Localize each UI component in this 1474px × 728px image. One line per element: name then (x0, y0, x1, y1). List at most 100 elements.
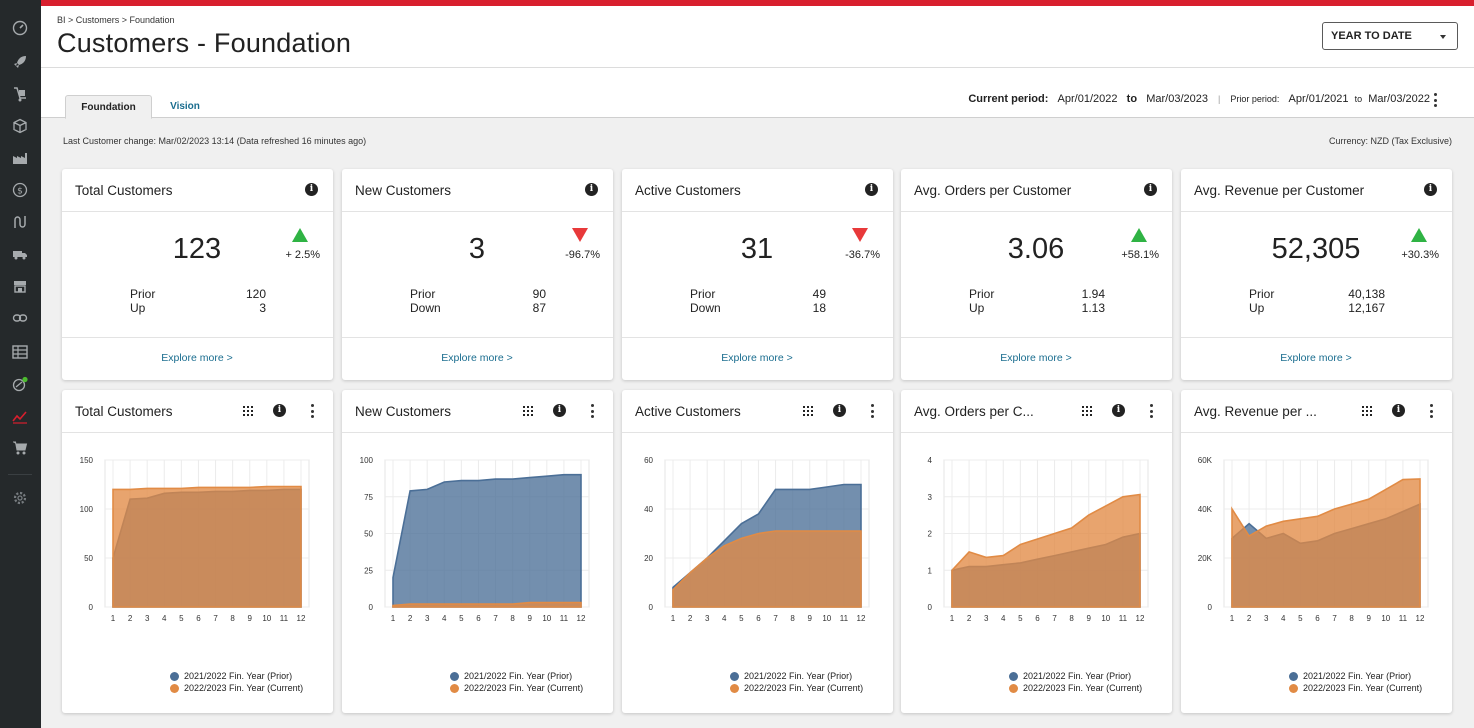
dashboard-icon[interactable] (9, 17, 31, 39)
explore-more-link[interactable]: Explore more > (721, 352, 793, 364)
info-icon[interactable]: i (865, 183, 878, 196)
kpi-title: Active Customers (635, 183, 741, 198)
more-options-icon[interactable] (1429, 404, 1433, 418)
info-icon[interactable]: i (833, 404, 846, 417)
x-tick-label: 4 (162, 614, 167, 623)
kpi-card-footer (901, 337, 1172, 338)
tab-foundation[interactable]: Foundation (65, 95, 152, 119)
x-tick-label: 2 (128, 614, 133, 623)
kpi-stat-value: 1.94 (1081, 287, 1105, 301)
period-dropdown[interactable]: YEAR TO DATE (1322, 22, 1458, 50)
rocket-icon[interactable] (9, 51, 31, 73)
y-tick-label: 60K (1198, 456, 1213, 465)
current-period-to: Mar/03/2023 (1146, 93, 1208, 105)
y-tick-label: 50 (364, 530, 373, 539)
legend-label: 2021/2022 Fin. Year (Prior) (184, 671, 293, 681)
x-tick-label: 2 (688, 614, 693, 623)
trend-icon[interactable] (9, 405, 31, 427)
x-tick-label: 2 (967, 614, 972, 623)
grid-view-icon[interactable] (243, 406, 253, 416)
legend-swatch (1009, 671, 1018, 681)
kpi-card-header: Total Customers i (62, 169, 333, 212)
chart-card: Avg. Revenue per ... i 2021/2022 Fin. Ye… (1181, 390, 1452, 713)
chart-title: Avg. Revenue per ... (1194, 404, 1317, 419)
kpi-stat-value: 40,138 (1348, 287, 1385, 301)
info-icon[interactable]: i (1112, 404, 1125, 417)
link-icon[interactable] (9, 307, 31, 329)
explore-more-link[interactable]: Explore more > (161, 352, 233, 364)
y-tick-label: 0 (649, 603, 654, 612)
kpi-card-footer (1181, 337, 1452, 338)
dollar-icon[interactable]: $ (9, 179, 31, 201)
legend-item-current: 2022/2023 Fin. Year (Current) (1289, 683, 1422, 693)
series-area-current (672, 530, 862, 608)
kpi-card: Active Customers i 31 -36.7% Prior 49 Do… (622, 169, 893, 380)
y-tick-label: 1 (928, 566, 933, 575)
grid-view-icon[interactable] (1082, 406, 1092, 416)
info-icon[interactable]: i (1144, 183, 1157, 196)
info-icon[interactable]: i (1392, 404, 1405, 417)
kpi-card-header: Avg. Revenue per Customer i (1181, 169, 1452, 212)
y-tick-label: 0 (928, 603, 933, 612)
info-icon[interactable]: i (305, 183, 318, 196)
table-icon[interactable] (9, 341, 31, 363)
cart-icon[interactable] (9, 437, 31, 459)
x-tick-label: 11 (840, 614, 849, 623)
x-tick-label: 12 (857, 614, 866, 623)
x-tick-label: 9 (808, 614, 813, 623)
legend-swatch (1009, 683, 1018, 693)
x-tick-label: 7 (1052, 614, 1057, 623)
info-icon[interactable]: i (1424, 183, 1437, 196)
more-options-icon[interactable] (1149, 404, 1153, 418)
y-tick-label: 2 (928, 530, 933, 539)
kpi-stat-value: 1.13 (1081, 301, 1105, 315)
period-dropdown-value: YEAR TO DATE (1331, 30, 1412, 42)
x-tick-label: 2 (1247, 614, 1252, 623)
y-tick-label: 0 (369, 603, 374, 612)
kpi-change: +58.1% (1121, 249, 1159, 261)
legend-item-current: 2022/2023 Fin. Year (Current) (450, 683, 583, 693)
info-icon[interactable]: i (273, 404, 286, 417)
tab-vision[interactable]: Vision (170, 101, 200, 112)
factory-icon[interactable] (9, 147, 31, 169)
x-tick-label: 6 (1035, 614, 1040, 623)
info-icon[interactable]: i (585, 183, 598, 196)
legend-swatch (450, 683, 459, 693)
top-accent-bar (0, 0, 1474, 6)
more-options-icon[interactable] (870, 404, 874, 418)
trend-up-icon (1131, 228, 1147, 242)
globe-status-icon[interactable] (9, 373, 31, 395)
trolley-icon[interactable] (9, 83, 31, 105)
x-tick-label: 4 (722, 614, 727, 623)
explore-more-link[interactable]: Explore more > (441, 352, 513, 364)
period-info: Current period: Apr/01/2022 to Mar/03/20… (968, 93, 1430, 105)
truck-icon[interactable] (9, 243, 31, 265)
y-tick-label: 20 (644, 554, 653, 563)
explore-more-link[interactable]: Explore more > (1000, 352, 1072, 364)
kpi-card-header: Active Customers i (622, 169, 893, 212)
grid-view-icon[interactable] (1362, 406, 1372, 416)
kpi-change: -96.7% (565, 249, 600, 261)
more-options-icon[interactable] (310, 404, 314, 418)
kpi-stat-label: Prior (969, 287, 995, 301)
grid-view-icon[interactable] (803, 406, 813, 416)
route-icon[interactable] (9, 211, 31, 233)
kpi-stat-label: Down (690, 301, 721, 315)
box-icon[interactable] (9, 115, 31, 137)
more-options-icon[interactable] (1433, 93, 1437, 107)
store-icon[interactable] (9, 275, 31, 297)
legend-label: 2021/2022 Fin. Year (Prior) (1303, 671, 1412, 681)
legend-swatch (730, 683, 739, 693)
explore-more-link[interactable]: Explore more > (1280, 352, 1352, 364)
y-tick-label: 25 (364, 566, 373, 575)
y-tick-label: 150 (80, 456, 94, 465)
grid-view-icon[interactable] (523, 406, 533, 416)
more-options-icon[interactable] (590, 404, 594, 418)
kpi-stat-label: Prior (410, 287, 436, 301)
breadcrumb[interactable]: BI > Customers > Foundation (57, 15, 175, 25)
kpi-stat-label: Up (1249, 301, 1265, 315)
x-tick-label: 9 (1367, 614, 1372, 623)
y-tick-label: 100 (360, 456, 374, 465)
info-icon[interactable]: i (553, 404, 566, 417)
settings-icon[interactable] (9, 487, 31, 509)
